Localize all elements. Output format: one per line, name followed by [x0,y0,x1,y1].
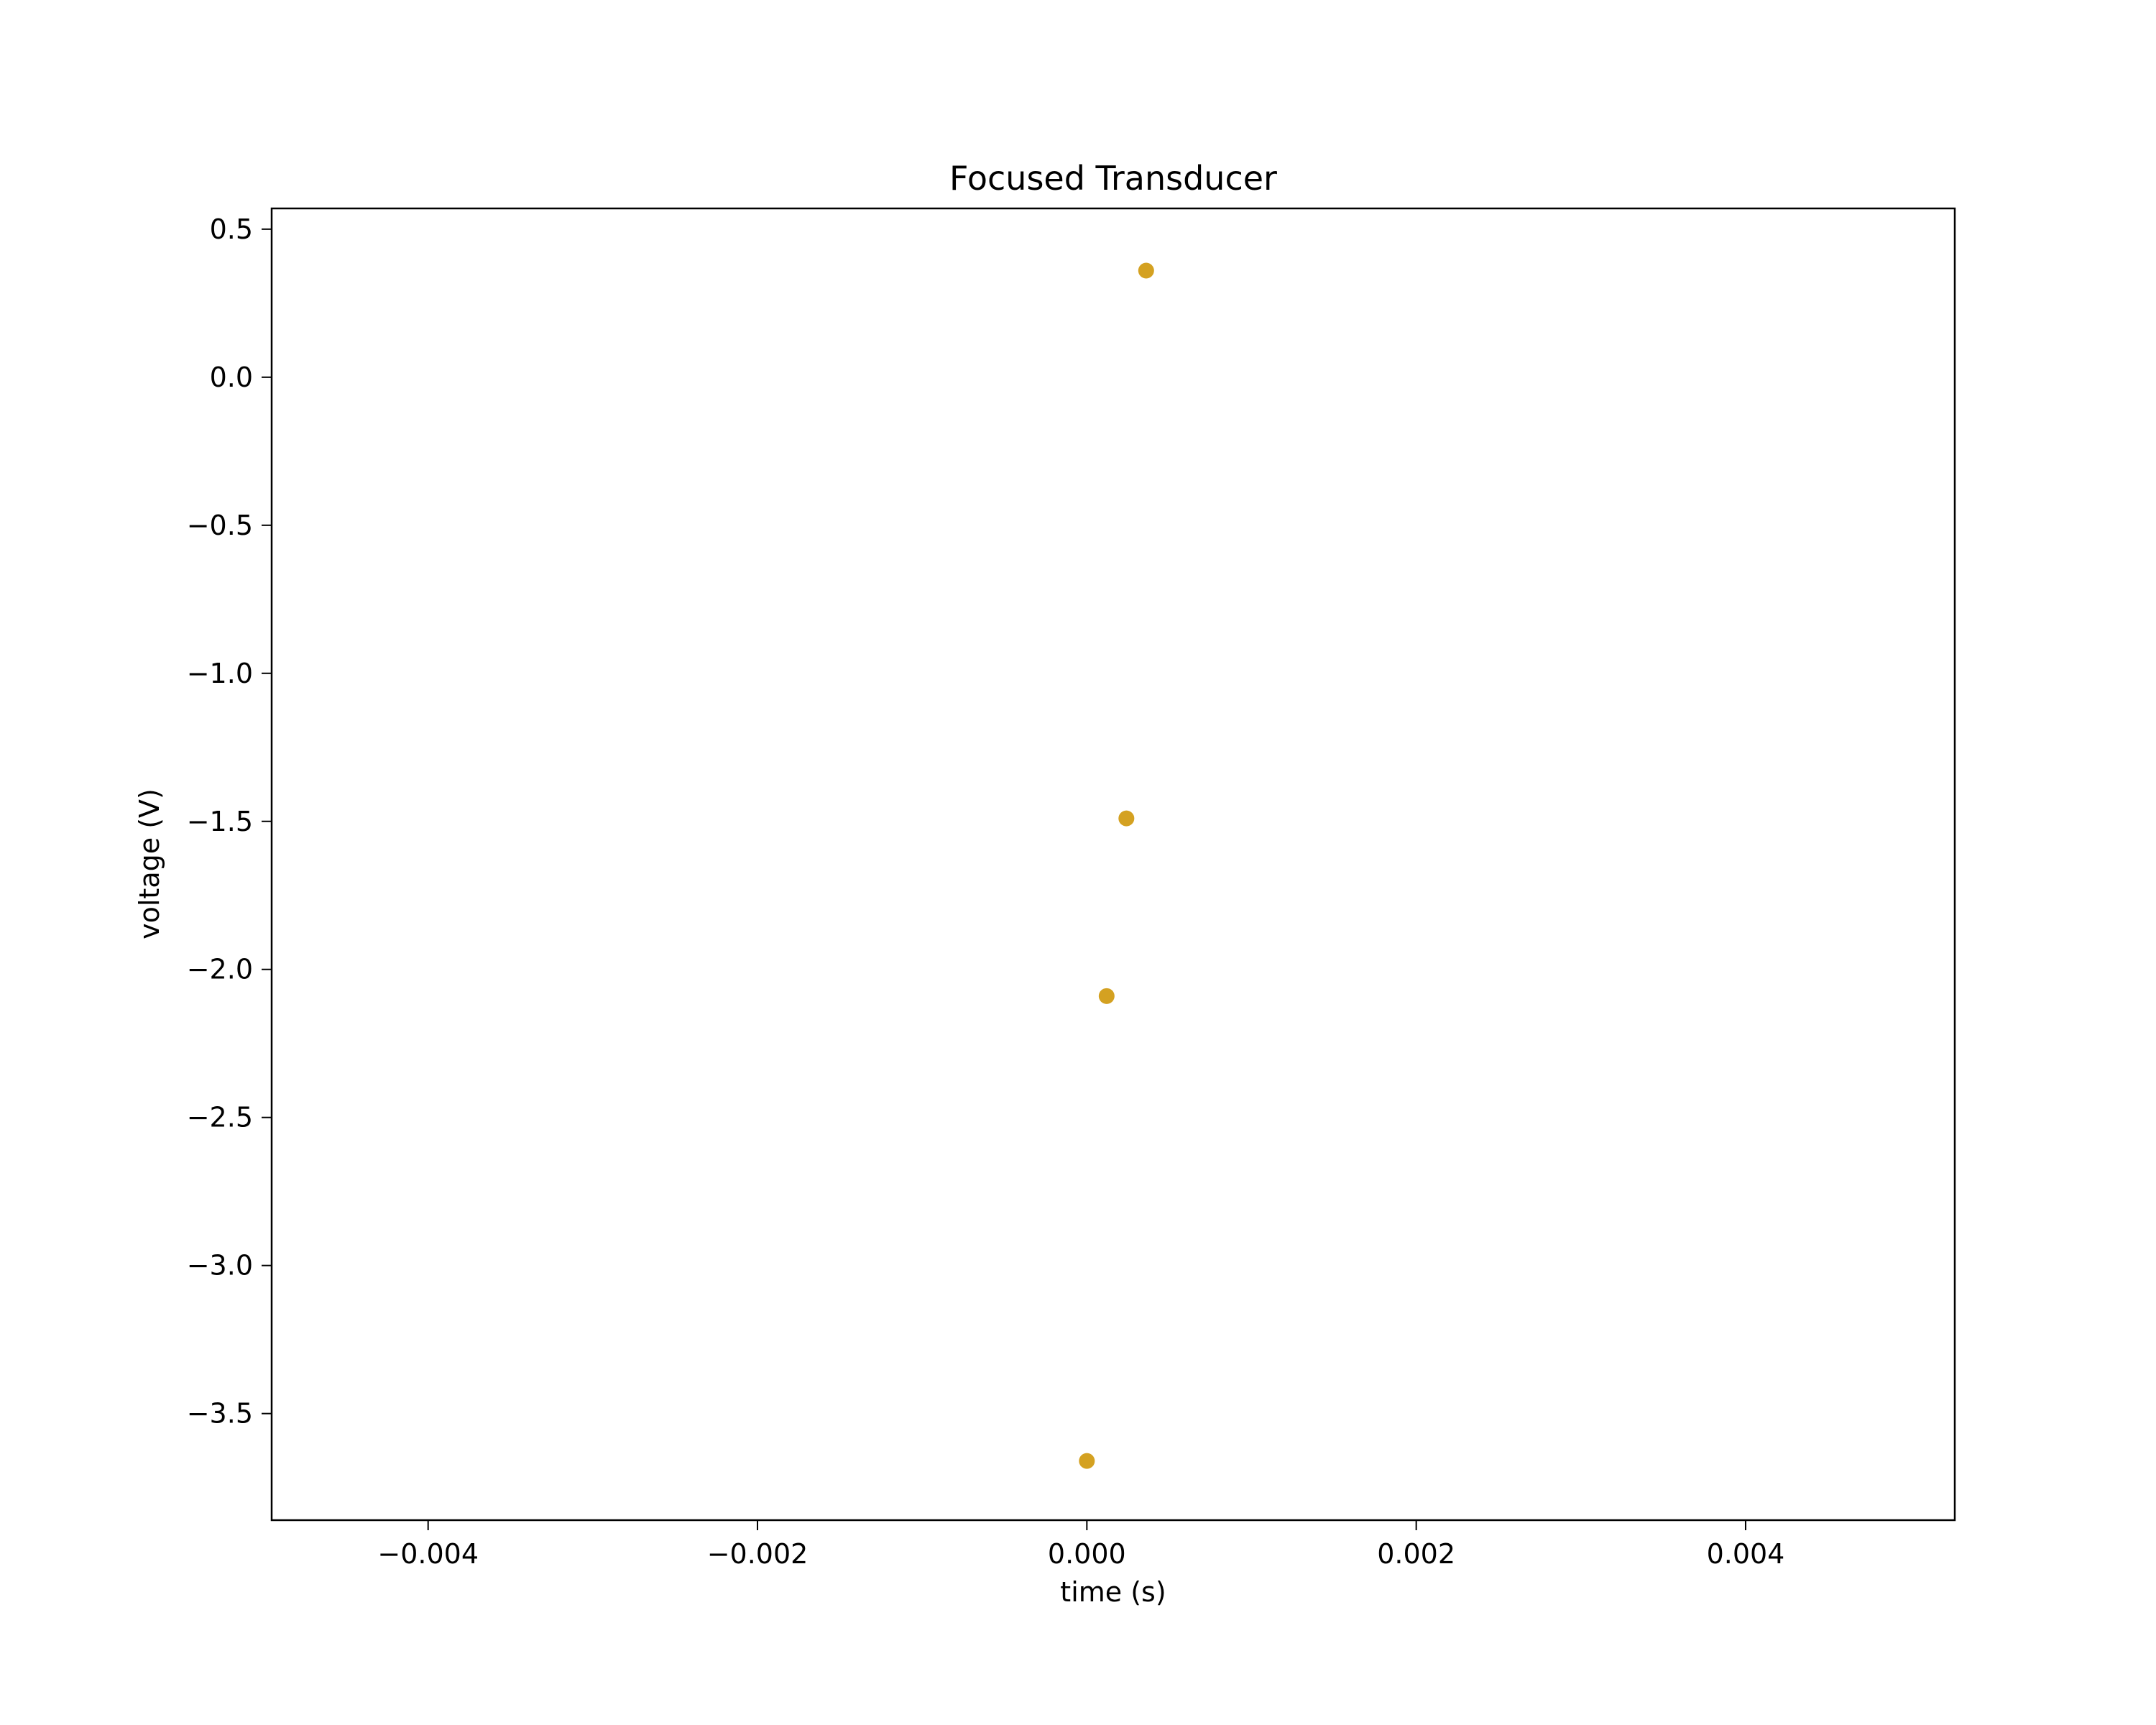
x-axis: −0.004 −0.002 0.000 0.002 0.004 [377,1520,1784,1570]
data-point [1079,1453,1095,1469]
y-tick-label: −1.0 [187,658,253,689]
data-point [1138,262,1154,279]
x-tick-label: 0.002 [1377,1538,1455,1570]
y-axis-label: voltage (V) [134,788,165,939]
x-tick-label: −0.004 [377,1538,479,1570]
y-tick-label: 0.0 [210,362,253,393]
x-axis-label: time (s) [1060,1576,1166,1608]
plot-area [270,207,1956,1522]
y-tick-label: −3.0 [187,1250,253,1282]
data-point [1098,988,1115,1004]
data-points [1079,262,1154,1469]
chart-title: Focused Transducer [949,159,1277,198]
y-tick-label: −3.5 [187,1398,253,1430]
y-tick-label: −2.0 [187,954,253,985]
x-tick-label: 0.004 [1707,1538,1785,1570]
y-tick-label: 0.5 [210,213,253,245]
y-tick-label: −1.5 [187,806,253,837]
y-tick-label: −2.5 [187,1102,253,1133]
y-tick-label: −0.5 [187,510,253,541]
data-point [1118,810,1135,827]
y-axis: 0.5 0.0 −0.5 −1.0 −1.5 −2.0 −2.5 −3.0 −3.5 [187,213,272,1430]
x-tick-label: −0.002 [707,1538,808,1570]
plot-frame [270,207,1956,1522]
x-tick-label: 0.000 [1048,1538,1126,1570]
